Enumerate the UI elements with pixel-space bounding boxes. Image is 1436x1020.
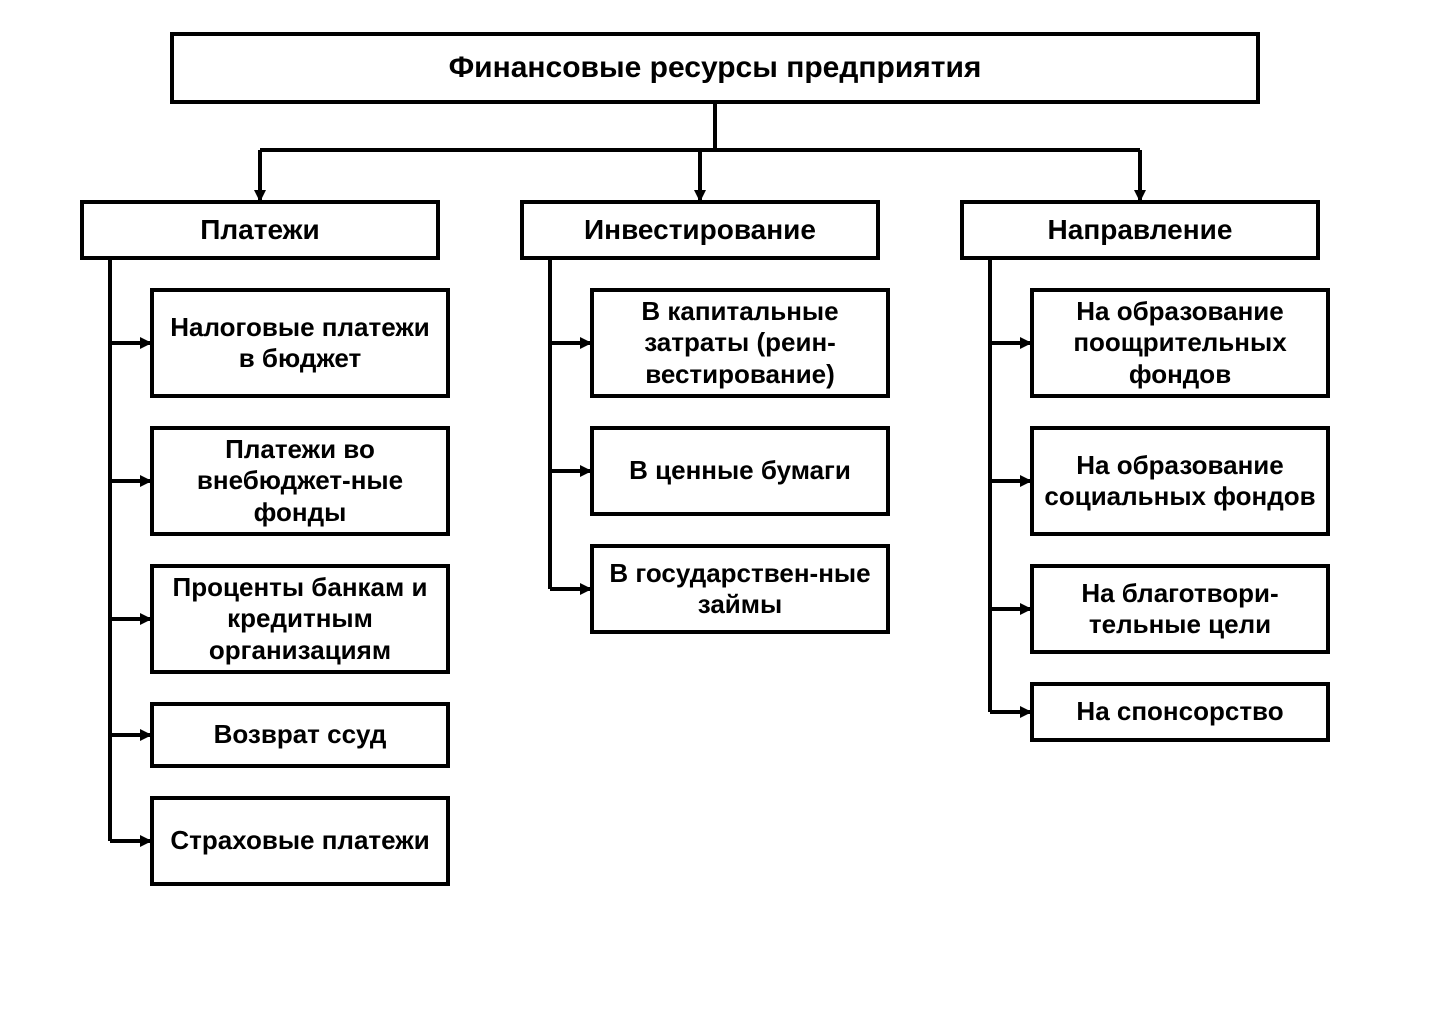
item-investing-2: В государствен-ные займы xyxy=(590,544,890,634)
item-direction-3: На спонсорство xyxy=(1030,682,1330,742)
item-payments-2: Проценты банкам и кредитным организациям xyxy=(150,564,450,674)
branch-header-payments: Платежи xyxy=(80,200,440,260)
diagram-canvas: Финансовые ресурсы предприятия Платежи Нал… xyxy=(0,0,1436,1020)
item-investing-1: В ценные бумаги xyxy=(590,426,890,516)
item-payments-4: Страховые платежи xyxy=(150,796,450,886)
item-direction-1: На образование социальных фондов xyxy=(1030,426,1330,536)
item-direction-0: На образование поощрительных фондов xyxy=(1030,288,1330,398)
item-investing-0: В капитальные затраты (реин-вестирование… xyxy=(590,288,890,398)
item-payments-3: Возврат ссуд xyxy=(150,702,450,768)
item-payments-1: Платежи во внебюджет-ные фонды xyxy=(150,426,450,536)
item-direction-2: На благотвори-тельные цели xyxy=(1030,564,1330,654)
item-payments-0: Налоговые платежи в бюджет xyxy=(150,288,450,398)
root-box: Финансовые ресурсы предприятия xyxy=(170,32,1260,104)
branch-header-direction: Направление xyxy=(960,200,1320,260)
branch-header-investing: Инвестирование xyxy=(520,200,880,260)
